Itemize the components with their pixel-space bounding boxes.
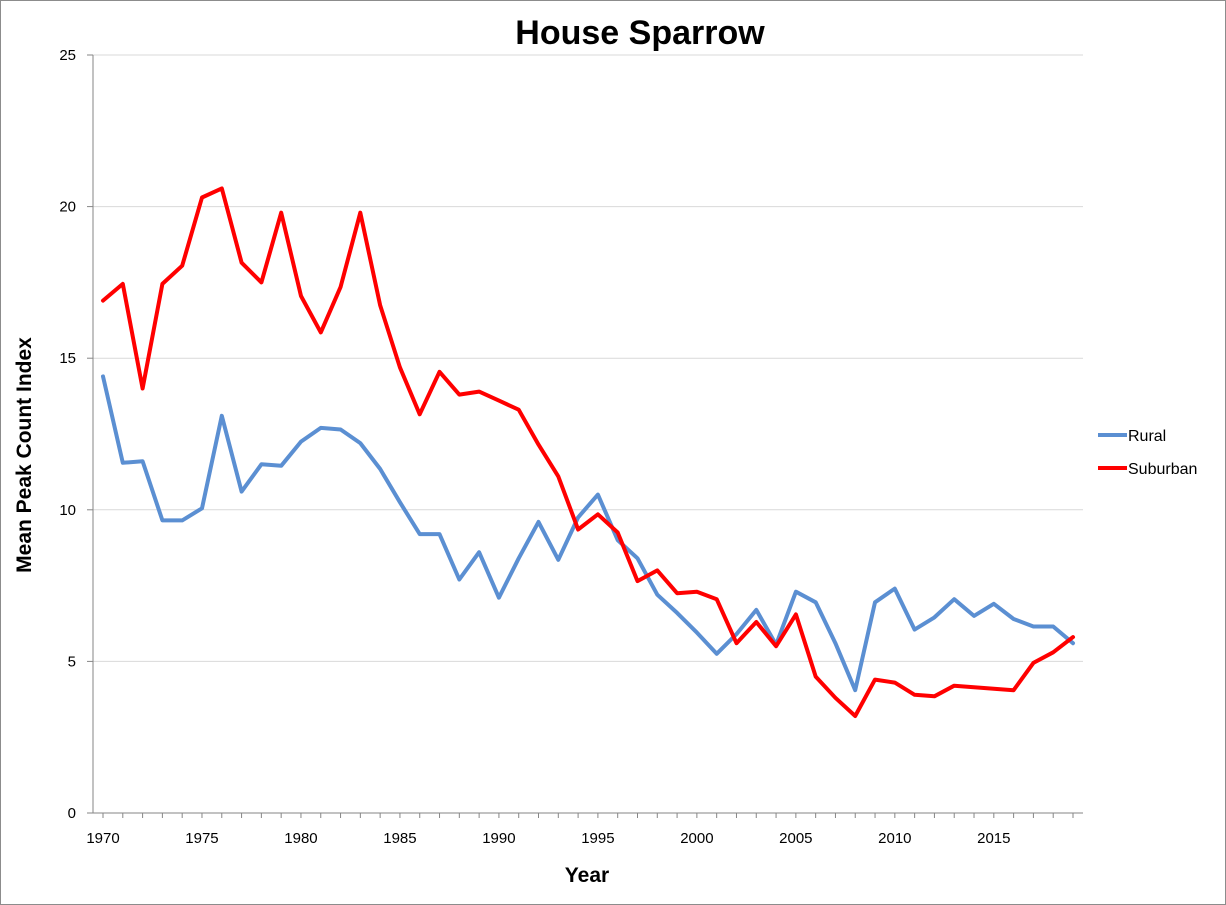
y-tick-label: 25	[59, 47, 76, 64]
x-tick-labels: 1970 1975 1980 1985 1990 1995 2000 2005 2010 2015	[86, 830, 1010, 847]
y-tick-label: 10	[59, 502, 76, 519]
x-tick-label: 2010	[878, 830, 911, 847]
x-tick-label: 1985	[383, 830, 416, 847]
x-tick-label: 1980	[284, 830, 317, 847]
y-axis-title: Mean Peak Count Index	[13, 337, 36, 573]
legend: Rural Suburban	[1098, 428, 1197, 478]
x-tick-label: 1970	[86, 830, 119, 847]
y-tick-label: 20	[59, 199, 76, 216]
legend-label-rural: Rural	[1128, 428, 1166, 445]
y-tick-label: 15	[59, 350, 76, 367]
series-line-rural	[101, 374, 1075, 693]
legend-label-suburban: Suburban	[1128, 461, 1197, 478]
gridlines	[93, 54, 1083, 662]
series-lines	[101, 186, 1075, 718]
y-tick-label: 0	[68, 805, 76, 822]
x-tick-label: 2005	[779, 830, 812, 847]
x-tick-label: 2000	[680, 830, 713, 847]
series-line-suburban	[101, 186, 1075, 718]
x-tick-label: 1995	[581, 830, 614, 847]
x-tick-label: 2015	[977, 830, 1010, 847]
x-tick-label: 1990	[482, 830, 515, 847]
y-tick-label: 5	[68, 653, 76, 670]
y-tick-labels: 0 5 10 15 20 25	[59, 47, 76, 822]
x-axis-title: Year	[565, 864, 609, 887]
axes	[87, 54, 1083, 818]
chart-title: House Sparrow	[515, 14, 765, 52]
x-tick-label: 1975	[185, 830, 218, 847]
